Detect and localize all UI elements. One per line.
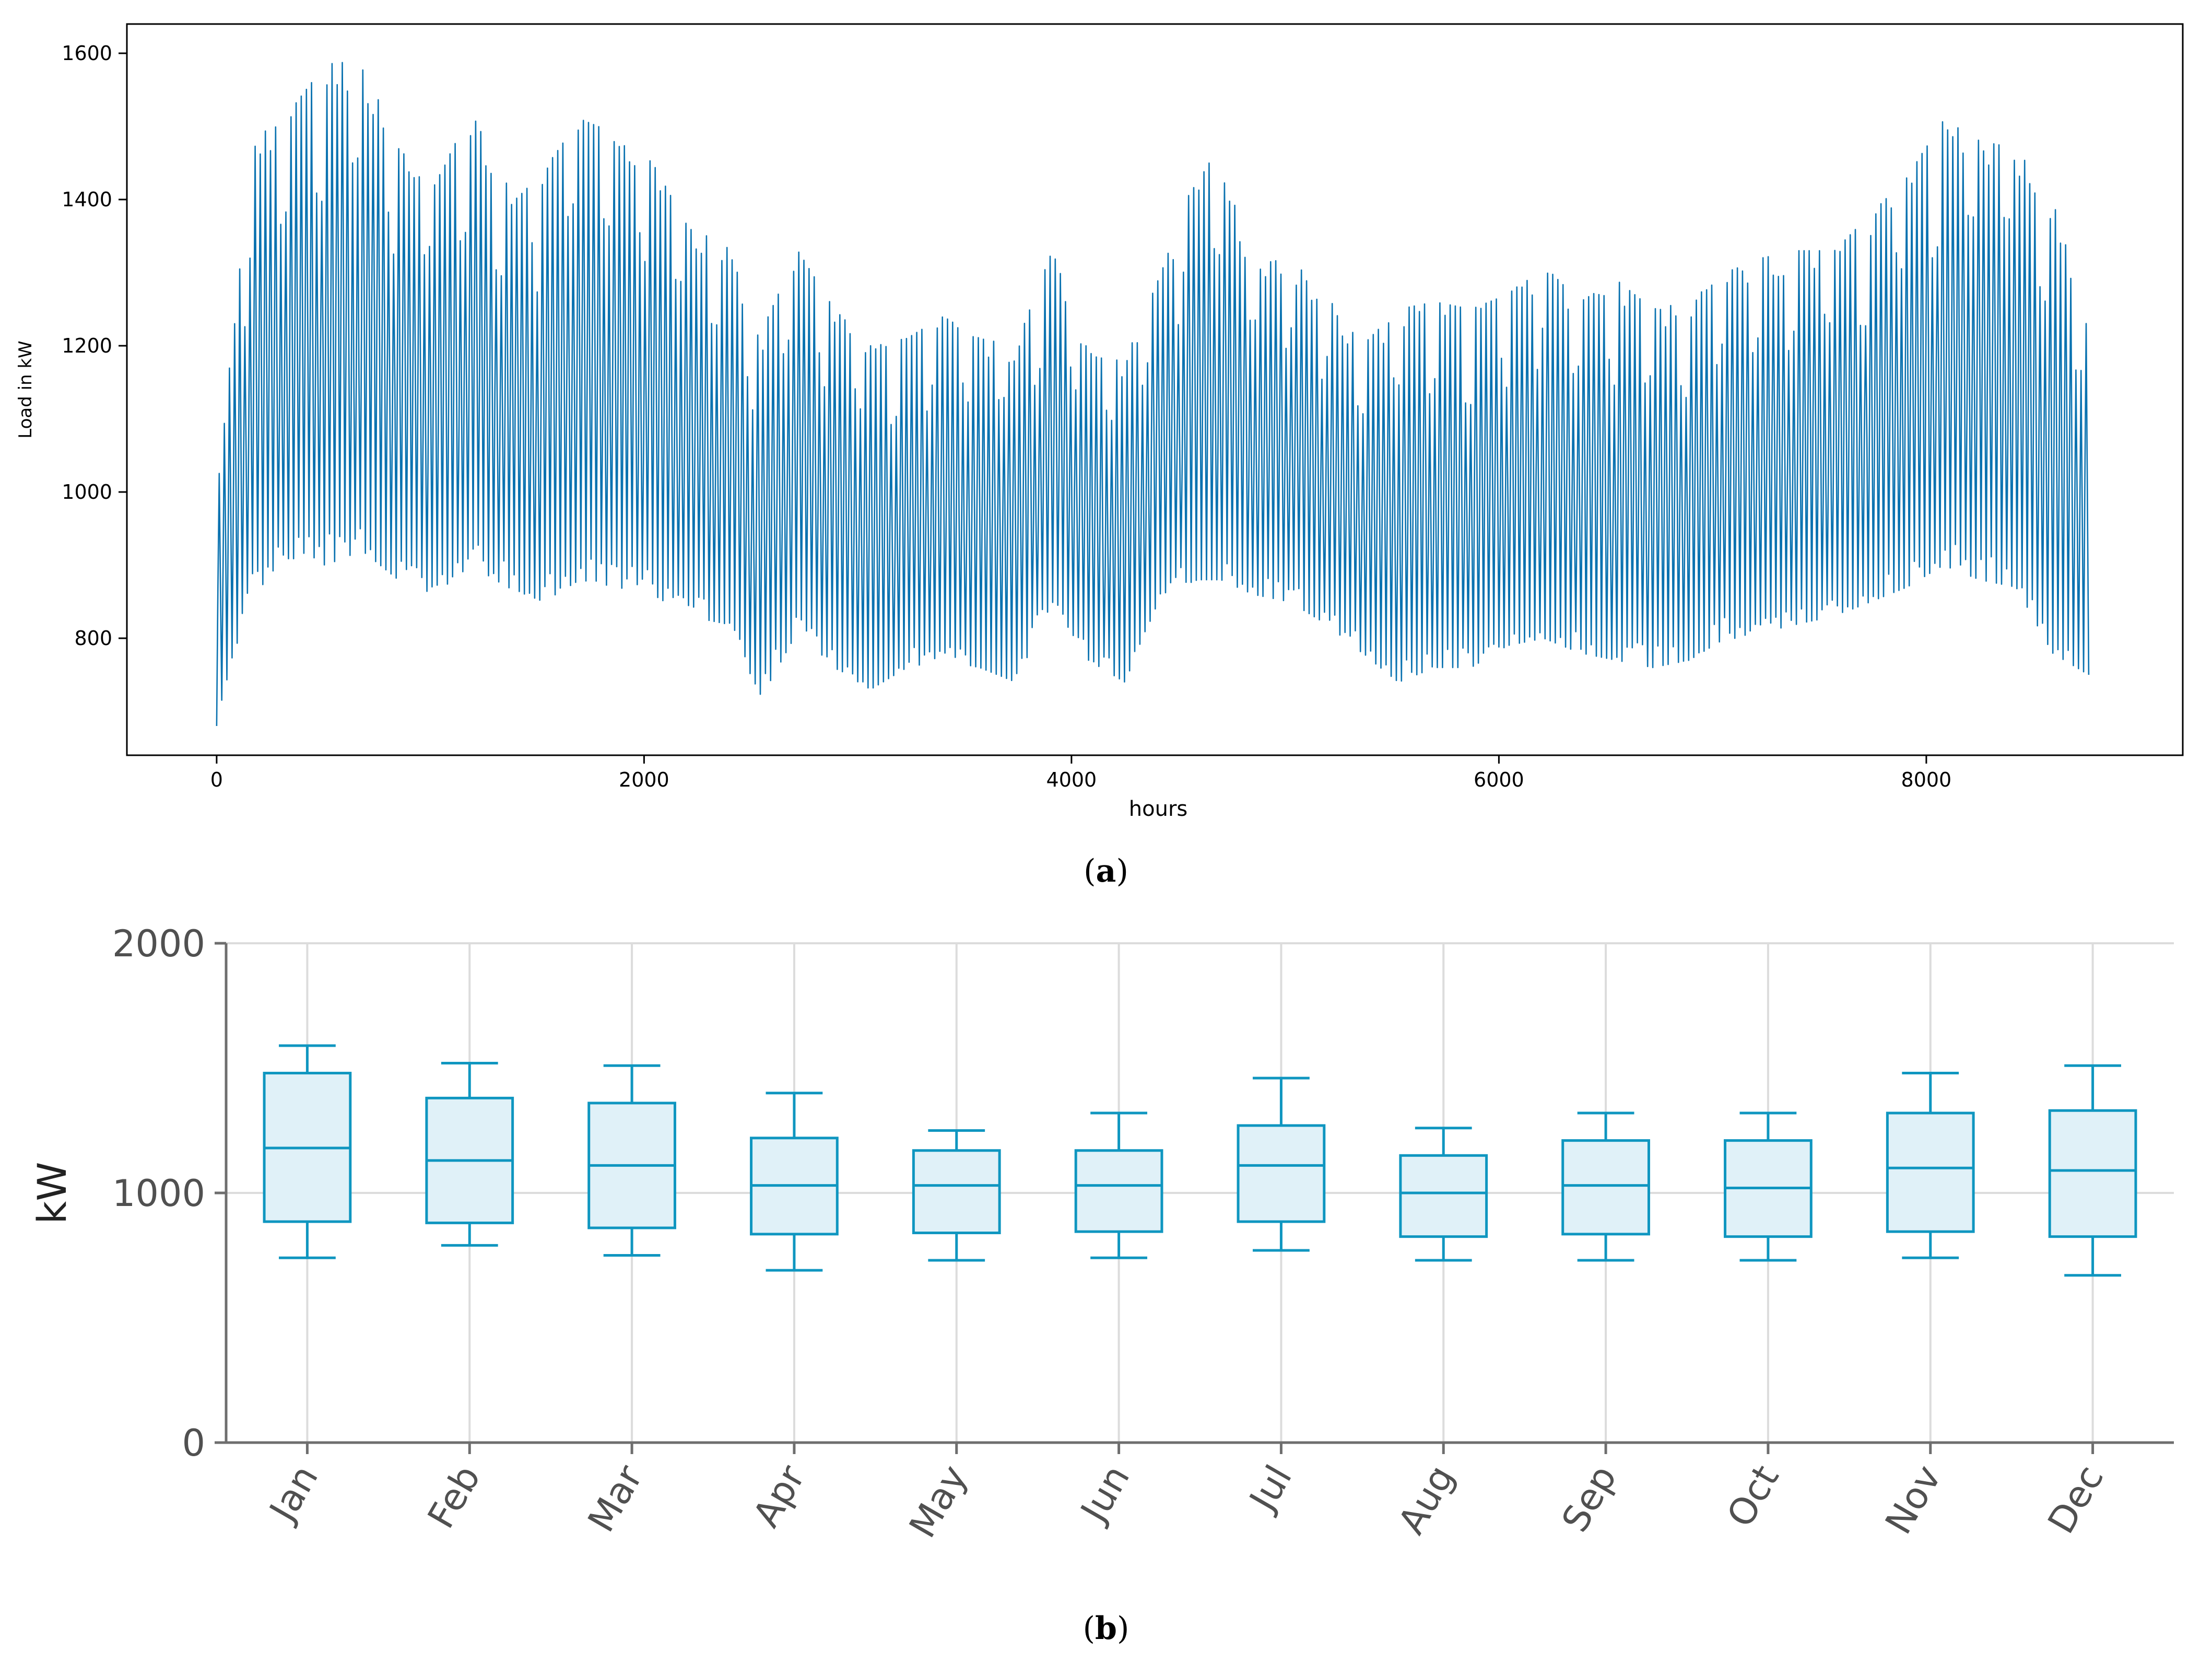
box-apr — [750, 1092, 839, 1272]
panel-b-x-tick-label: Mar — [580, 1458, 651, 1539]
panel-b-x-tick-label: Apr — [745, 1458, 814, 1534]
panel-b-caption-letter: b — [1095, 1610, 1117, 1647]
panel-a-caption: (a) — [1084, 853, 1128, 889]
panel-a-y-tick-label: 1600 — [62, 42, 112, 65]
box-dec — [2048, 1064, 2137, 1277]
panel-b-y-tick-label: 0 — [182, 1422, 205, 1465]
box-jan — [263, 1044, 352, 1259]
box-nov — [1886, 1072, 1975, 1259]
panel-a-line-chart: 800 1000 1200 1400 1600 0 2000 4000 6000 8000 ho… — [15, 23, 2184, 889]
box-may — [912, 1129, 1001, 1262]
panel-a-y-tick-label: 1000 — [62, 481, 112, 503]
panel-b-x-ticks: Jan Feb Mar Apr May Jun Jul Aug Sep Oct Nov Dec — [260, 1443, 2112, 1545]
panel-b-y-ticks: 0 1000 2000 — [112, 922, 226, 1465]
load-series-line — [216, 62, 2090, 727]
panel-b-x-tick-label: Dec — [2040, 1458, 2112, 1540]
box-jul — [1237, 1076, 1326, 1252]
box-iqr — [1074, 1149, 1163, 1233]
panel-a-x-tick-label: 0 — [210, 768, 223, 791]
panel-b-y-tick-label: 1000 — [112, 1172, 205, 1215]
panel-b-x-tick-label: Aug — [1390, 1458, 1463, 1541]
panel-a-caption-letter: a — [1096, 853, 1116, 889]
panel-b-box-plot: 0 1000 2000 Jan Feb Mar Apr May Jun Jul Aug Sep Oct… — [29, 922, 2174, 1647]
panel-a-y-tick-label: 800 — [74, 627, 112, 650]
panel-a-x-tick-label: 6000 — [1474, 768, 1524, 791]
box-iqr — [2048, 1109, 2137, 1238]
panel-b-x-tick-label: Jun — [1072, 1458, 1138, 1531]
box-feb — [425, 1061, 514, 1247]
box-sep — [1561, 1111, 1650, 1262]
panel-b-y-tick-label: 2000 — [112, 922, 205, 965]
panel-a-y-axis-label: Load in kW — [15, 341, 36, 438]
panel-a-x-axis-label: hours — [1129, 797, 1187, 821]
box-jun — [1074, 1111, 1163, 1259]
box-iqr — [1237, 1124, 1326, 1223]
panel-b-x-tick-label: Feb — [419, 1458, 489, 1536]
panel-a-y-tick-label: 1400 — [62, 188, 112, 211]
box-iqr — [1399, 1154, 1488, 1238]
panel-a-plot-frame — [126, 23, 2184, 756]
panel-b-boxes — [263, 1044, 2137, 1277]
box-oct — [1724, 1111, 1813, 1262]
panel-b-x-tick-label: Jul — [1240, 1458, 1300, 1520]
box-iqr — [912, 1149, 1001, 1234]
panel-a-x-tick-label: 8000 — [1901, 768, 1952, 791]
box-iqr — [1561, 1139, 1650, 1236]
panel-a-y-tick-label: 1200 — [62, 334, 112, 357]
panel-b-x-tick-label: May — [901, 1458, 975, 1545]
panel-a-x-ticks: 0 2000 4000 6000 8000 — [210, 755, 1951, 791]
panel-b-y-axis-label: kW — [29, 1162, 75, 1224]
box-mar — [587, 1064, 676, 1257]
panel-b-x-tick-label: Oct — [1719, 1458, 1787, 1535]
box-iqr — [1886, 1111, 1975, 1233]
panel-a-x-tick-label: 4000 — [1046, 768, 1097, 791]
panel-b-grid — [226, 942, 2174, 1443]
panel-b-caption: (b) — [1083, 1610, 1129, 1647]
panel-a-x-tick-label: 2000 — [619, 768, 669, 791]
panel-b-x-tick-label: Sep — [1554, 1458, 1625, 1539]
panel-b-x-tick-label: Nov — [1877, 1458, 1949, 1541]
panel-b-x-tick-label: Jan — [260, 1458, 326, 1530]
panel-a-y-ticks: 800 1000 1200 1400 1600 — [62, 42, 127, 650]
box-aug — [1399, 1127, 1488, 1262]
